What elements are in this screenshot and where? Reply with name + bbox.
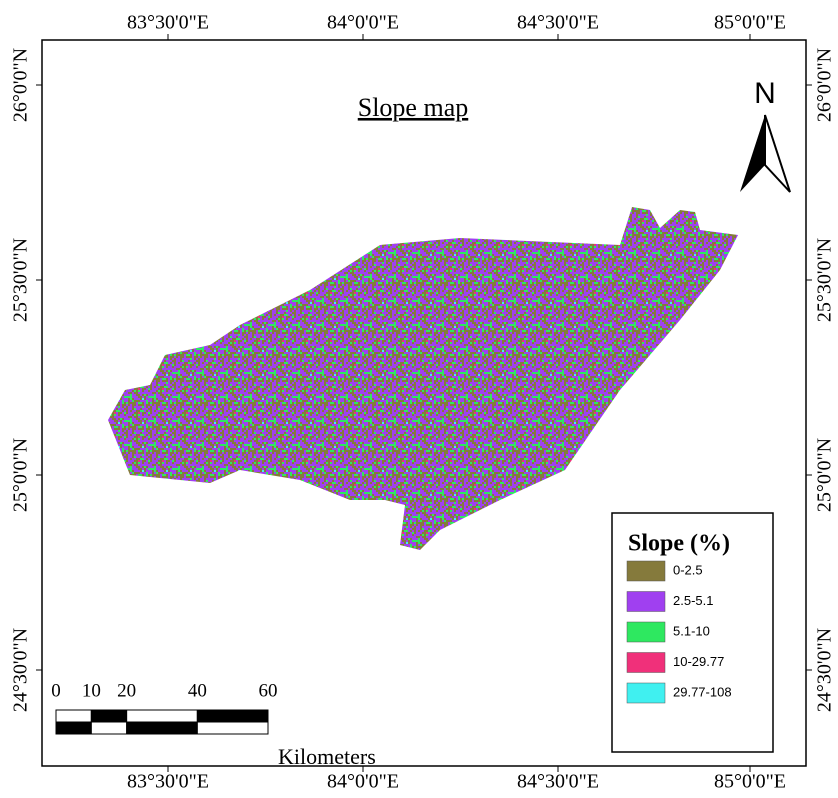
legend-label: 2.5-5.1 [673, 593, 713, 608]
scale-label: 10 [82, 680, 101, 701]
lon-label-top: 85°0'0"E [714, 12, 786, 34]
legend-swatch [627, 622, 665, 642]
scale-label: 40 [188, 680, 207, 701]
scale-segment [127, 710, 198, 722]
legend-title: Slope (%) [628, 531, 730, 557]
legend-label: 0-2.5 [673, 562, 703, 577]
lon-label-bottom: 84°0'0"E [327, 771, 399, 793]
lat-label-right: 25°0'0"N [814, 438, 836, 512]
scale-segment [197, 722, 268, 734]
lat-label-left: 25°0'0"N [10, 438, 32, 512]
legend-label: 5.1-10 [673, 623, 710, 638]
north-label: N [754, 77, 776, 110]
legend-swatch [627, 653, 665, 673]
legend-swatch [627, 561, 665, 581]
lat-label-right: 26°0'0"N [814, 48, 836, 122]
lat-label-right: 25°30'0"N [814, 238, 836, 322]
lon-label-top: 84°0'0"E [327, 12, 399, 34]
map-title: Slope map [358, 93, 469, 122]
scale-label: 0 [51, 680, 61, 701]
scale-segment [56, 722, 91, 734]
lat-label-right: 24°30'0"N [814, 628, 836, 712]
lat-label-left: 25°30'0"N [10, 238, 32, 322]
legend-label: 10-29.77 [673, 654, 724, 669]
lon-label-bottom: 85°0'0"E [714, 771, 786, 793]
lat-label-left: 24°30'0"N [10, 628, 32, 712]
scale-label: 60 [259, 680, 278, 701]
lon-label-top: 84°30'0"E [517, 12, 599, 34]
legend-swatch [627, 592, 665, 612]
lon-label-bottom: 83°30'0"E [127, 771, 209, 793]
scale-segment [127, 722, 198, 734]
scale-segment [91, 722, 126, 734]
legend-swatch [627, 683, 665, 703]
legend-label: 29.77-108 [673, 684, 732, 699]
lat-label-left: 26°0'0"N [10, 48, 32, 122]
scale-segment [56, 710, 91, 722]
scale-unit: Kilometers [278, 744, 376, 769]
scale-label: 20 [117, 680, 136, 701]
scale-segment [91, 710, 126, 722]
map-figure: Slope map N Slope (%) Kilometers 83°30'0… [0, 0, 838, 798]
lon-label-top: 83°30'0"E [127, 12, 209, 34]
scale-segment [197, 710, 268, 722]
lon-label-bottom: 84°30'0"E [517, 771, 599, 793]
